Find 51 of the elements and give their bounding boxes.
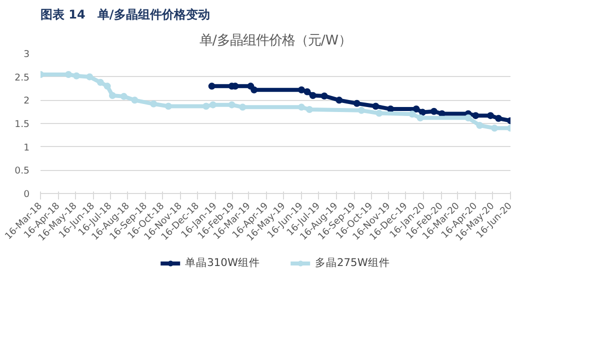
point [120,92,128,100]
point [336,96,343,104]
point [108,92,116,99]
point [306,106,313,113]
point [387,106,394,113]
point [150,100,158,108]
point [408,110,416,118]
point [298,104,305,111]
point [419,108,426,116]
point [495,114,502,122]
y-tick-label: 2.5 [14,72,30,84]
y-tick-label: 1.5 [14,119,30,130]
point [358,106,365,114]
point [476,122,484,129]
point [298,86,305,94]
point [164,102,172,110]
point [372,102,380,110]
point [353,100,360,107]
line-series [40,71,510,132]
point [86,73,94,80]
chart-title: 图表 14 单/多晶组件价格变动 [40,8,210,22]
point [131,96,138,104]
point [250,86,258,94]
point [416,114,424,122]
point [412,106,420,113]
chart-subtitle: 单/多晶组件价格（元/W） [199,34,352,48]
legend-label: 单晶310W组件 [185,256,260,270]
legend-label: 多晶275W组件 [315,256,390,270]
y-tick-label: 2 [24,96,30,107]
point [320,92,328,100]
point [209,101,216,108]
y-tick-label: 0 [24,189,30,200]
point [228,101,236,108]
point [239,104,246,111]
point [202,102,210,110]
point [72,72,80,80]
y-tick-label: 3 [24,49,30,60]
point [376,110,383,117]
y-tick-label: 1 [24,142,30,154]
point [304,88,311,96]
point [208,82,216,90]
point [491,124,498,132]
point [472,112,480,120]
point [430,108,438,115]
point [104,82,111,90]
point [96,78,104,86]
point [464,114,472,122]
point [309,92,316,99]
point [487,112,494,120]
y-tick-label: 0.5 [14,166,30,177]
point [64,71,72,78]
